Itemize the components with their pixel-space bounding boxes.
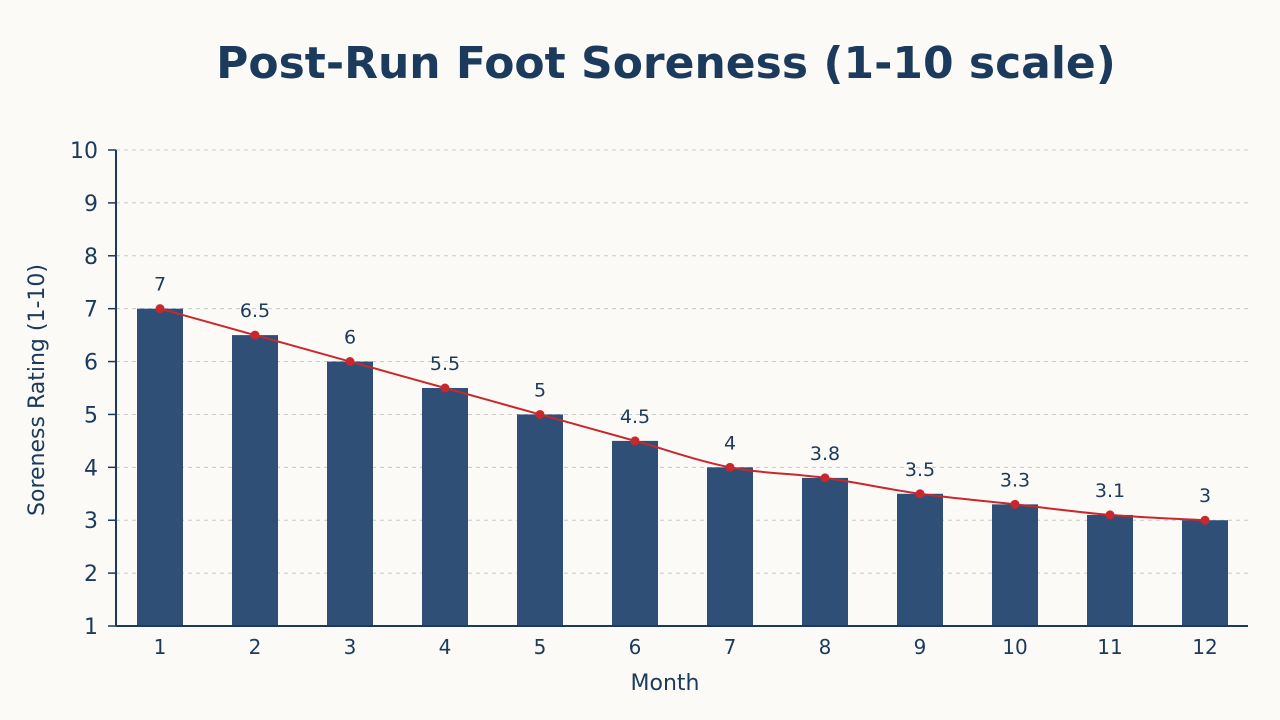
trend-point-month-10 xyxy=(1010,499,1020,509)
data-label: 4.5 xyxy=(620,406,650,428)
y-tick-label: 9 xyxy=(84,192,98,217)
x-tick-label: 2 xyxy=(249,635,262,659)
x-tick-label: 7 xyxy=(724,635,737,659)
data-label: 6 xyxy=(344,327,356,349)
data-label: 3.8 xyxy=(810,443,840,465)
data-label: 5 xyxy=(534,379,546,401)
x-tick-label: 6 xyxy=(629,635,642,659)
x-tick-label: 1 xyxy=(154,635,167,659)
axes xyxy=(115,150,1248,627)
trend-point-month-2 xyxy=(250,330,260,340)
data-label: 3.3 xyxy=(1000,469,1030,491)
bar-month-12 xyxy=(1182,520,1228,626)
bar-month-9 xyxy=(897,493,943,626)
trend-point-month-3 xyxy=(345,357,355,367)
bar-month-3 xyxy=(327,361,373,626)
trend-point-month-5 xyxy=(535,409,545,419)
data-label: 5.5 xyxy=(430,353,460,375)
data-label: 6.5 xyxy=(240,300,270,322)
data-label: 3.1 xyxy=(1095,480,1125,502)
data-label: 3.5 xyxy=(905,459,935,481)
x-tick-label: 9 xyxy=(914,635,927,659)
x-tick-label: 3 xyxy=(344,635,357,659)
data-label: 4 xyxy=(724,432,736,454)
bar-month-10 xyxy=(992,504,1038,626)
y-tick-label: 3 xyxy=(84,509,98,534)
trend-point-month-6 xyxy=(630,436,640,446)
data-label: 3 xyxy=(1199,485,1211,507)
y-tick-label: 10 xyxy=(70,139,98,164)
y-axis-title: Soreness Rating (1-10) xyxy=(25,264,50,516)
x-tick-label: 12 xyxy=(1192,635,1217,659)
trend-line-path xyxy=(159,307,1206,522)
data-labels: 7 6.5 6 5.5 5 4.5 4 3.8 3.5 3.3 3.1 3 xyxy=(154,274,1211,508)
grid-lines xyxy=(116,149,1248,574)
x-tick-label: 11 xyxy=(1097,635,1122,659)
x-tick-label: 10 xyxy=(1002,635,1027,659)
bar-month-7 xyxy=(707,467,753,626)
bar-month-8 xyxy=(802,477,848,626)
x-axis-ticks: 1 2 3 4 5 6 7 8 9 10 11 12 xyxy=(154,635,1218,659)
y-tick-label: 5 xyxy=(84,403,98,428)
y-tick-label: 7 xyxy=(84,298,98,323)
y-axis-ticks: 1 2 3 4 5 6 7 8 9 10 xyxy=(70,139,116,640)
bar-month-2 xyxy=(232,335,278,626)
data-label: 7 xyxy=(154,274,166,296)
trend-point-month-1 xyxy=(155,304,165,314)
x-tick-label: 8 xyxy=(819,635,832,659)
y-tick-label: 1 xyxy=(84,615,98,640)
x-axis-title: Month xyxy=(631,671,700,696)
bar-month-4 xyxy=(422,388,468,626)
y-tick-label: 6 xyxy=(84,351,98,376)
bar-month-11 xyxy=(1087,514,1133,626)
bar-month-6 xyxy=(612,440,658,626)
trend-line xyxy=(155,304,1210,525)
trend-point-month-4 xyxy=(440,383,450,393)
y-tick-label: 8 xyxy=(84,245,98,270)
x-tick-label: 5 xyxy=(534,635,547,659)
y-tick-label: 4 xyxy=(84,456,98,481)
bars xyxy=(137,308,1228,626)
trend-point-month-7 xyxy=(725,462,735,472)
bar-month-5 xyxy=(517,414,563,626)
trend-point-month-12 xyxy=(1200,515,1210,525)
y-tick-label: 2 xyxy=(84,562,98,587)
x-tick-label: 4 xyxy=(439,635,452,659)
bar-month-1 xyxy=(137,308,183,626)
trend-point-month-8 xyxy=(820,473,830,483)
chart-title: Post-Run Foot Soreness (1-10 scale) xyxy=(216,38,1116,89)
trend-point-month-11 xyxy=(1105,510,1115,520)
trend-point-month-9 xyxy=(915,489,925,499)
